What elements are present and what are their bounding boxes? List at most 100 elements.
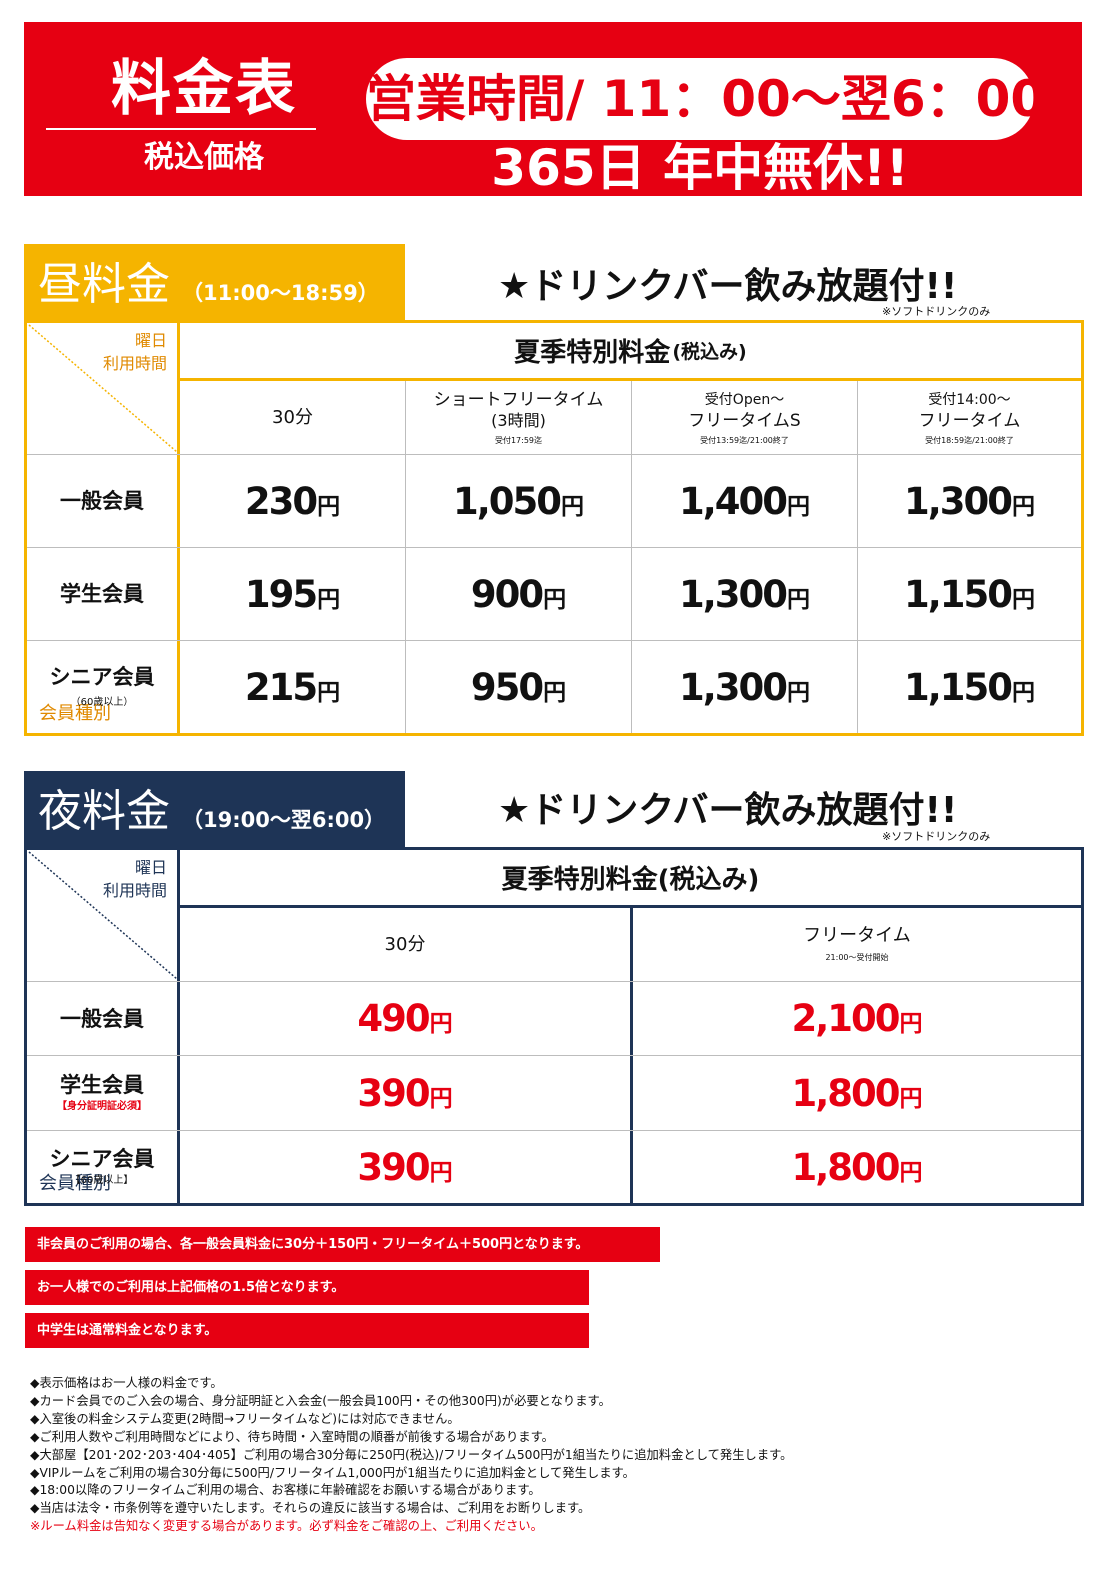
yen-unit: 円 [1012, 679, 1036, 706]
night-table-caption: 夏季特別料金(税込み) [180, 850, 1081, 905]
row-label-text: シニア会員 [49, 1147, 155, 1171]
col-title: 30分 [384, 933, 426, 955]
tax-included-label: 税込価格 [144, 140, 264, 175]
night-row-divider [27, 1130, 1081, 1131]
footnote: ◆VIPルームをご利用の場合30分毎に500円/フリータイム1,000円が1組当… [30, 1465, 635, 1480]
open-all-year: 365日 年中無休!! [491, 139, 909, 197]
row-label-text: 学生会員 [60, 582, 144, 606]
day-table-caption: 夏季特別料金 (税込み) [180, 323, 1081, 378]
yen-unit: 円 [317, 586, 341, 613]
day-row-divider [27, 640, 1081, 641]
yen-unit: 円 [899, 1085, 923, 1112]
night-drink-bar-label: ★ドリンクバー飲み放題付!! [498, 790, 958, 831]
col-title: 受付14:00～ [928, 391, 1011, 408]
day-price-general-free: 1,300円 [858, 455, 1081, 547]
yen-unit: 円 [543, 586, 567, 613]
night-corner-usage-time: 利用時間 [102, 881, 167, 900]
night-section-hours: （19:00～翌6:00） [182, 808, 386, 832]
yen-unit: 円 [429, 1159, 453, 1186]
yen-unit: 円 [1012, 493, 1036, 520]
night-corner-weekday: 曜日 [134, 858, 167, 877]
night-price-student-free: 1,800円 [633, 1056, 1081, 1130]
price-change-warning: ※ルーム料金は告知なく変更する場合があります。必ず料金をご確認の上、ご利用くださ… [30, 1519, 543, 1534]
footnote: ◆大部屋【201･202･203･404･405】ご利用の場合30分毎に250円… [30, 1447, 793, 1462]
price-value: 195 [244, 572, 318, 616]
price-value: 1,800 [791, 1145, 900, 1189]
night-row-label-senior: シニア会員 【60歳以上】 [27, 1131, 177, 1203]
day-label-column-border [177, 323, 180, 733]
col-title: フリータイム [803, 924, 911, 946]
day-section-title: 昼料金 [38, 259, 170, 310]
night-row-label-student: 学生会員 【身分証明証必須】 [27, 1056, 177, 1130]
yen-unit: 円 [899, 1159, 923, 1186]
day-column-divider [405, 381, 406, 733]
yen-unit: 円 [543, 679, 567, 706]
single-use-notice: お一人様でのご利用は上記価格の1.5倍となります。 [25, 1270, 589, 1305]
day-row-divider [27, 547, 1081, 548]
day-price-general-30min: 230円 [180, 455, 405, 547]
yen-unit: 円 [429, 1085, 453, 1112]
day-corner-usage-time: 利用時間 [102, 354, 167, 373]
night-row-label-general: 一般会員 [27, 982, 177, 1055]
night-col-30min: 30分 [180, 908, 630, 981]
junior-high-notice: 中学生は通常料金となります。 [25, 1313, 589, 1348]
col-note: 受付18:59迄/21:00終了 [925, 435, 1014, 445]
price-value: 900 [470, 572, 544, 616]
day-section-hours: （11:00～18:59） [182, 281, 379, 305]
day-row-divider [27, 454, 1081, 455]
col-title: 受付Open～ [704, 391, 785, 408]
day-section-tab: 昼料金 （11:00～18:59） [24, 244, 405, 320]
col-subtitle: フリータイムS [688, 410, 801, 431]
night-corner-day-time: 曜日 利用時間 [27, 856, 167, 902]
day-row-label-general: 一般会員 [27, 455, 177, 547]
price-value: 1,050 [452, 479, 562, 523]
day-corner-weekday: 曜日 [134, 331, 167, 350]
price-value: 490 [357, 997, 430, 1040]
day-price-student-30min: 195円 [180, 548, 405, 640]
night-caption-border [180, 905, 1081, 908]
day-row-label-senior: シニア会員 （60歳以上） [27, 641, 177, 733]
day-price-student-free: 1,150円 [858, 548, 1081, 640]
price-value: 390 [357, 1071, 430, 1115]
header-banner: 料金表 税込価格 営業時間/ 11：00～翌6：00 365日 年中無休!! [24, 22, 1082, 196]
night-caption-main: 夏季特別料金(税込み) [501, 865, 760, 895]
business-hours: 営業時間/ 11：00～翌6：00 [366, 58, 1045, 140]
price-value: 215 [244, 665, 318, 709]
col-title: 30分 [272, 406, 313, 428]
day-col-short-free-time: ショートフリータイム (3時間) 受付17:59迄 [406, 381, 631, 454]
night-label-column-border [177, 850, 180, 1203]
night-price-general-30min: 490円 [180, 982, 630, 1055]
footnote: ◆カード会員でのご入会の場合、身分証明証と入会金(一般会員100円・その他300… [30, 1393, 611, 1408]
day-price-general-short-free: 1,050円 [406, 455, 631, 547]
yen-unit: 円 [317, 493, 341, 520]
yen-unit: 円 [787, 679, 811, 706]
day-col-30min: 30分 [180, 381, 405, 454]
col-title: ショートフリータイム [433, 389, 604, 410]
yen-unit: 円 [787, 586, 811, 613]
row-label-note: 【身分証明証必須】 [57, 1101, 147, 1112]
footnote: ◆当店は法令・市条例等を遵守いたします。それらの違反に該当する場合は、ご利用をお… [30, 1501, 591, 1516]
day-drink-bar-label: ★ドリンクバー飲み放題付!! [498, 266, 958, 307]
yen-unit: 円 [561, 493, 585, 520]
night-price-student-30min: 390円 [180, 1056, 630, 1130]
day-column-divider [631, 381, 632, 733]
col-note: 21:00～受付開始 [825, 952, 889, 962]
footnote: ◆18:00以降のフリータイムご利用の場合、お客様に年齢確認をお願いする場合があ… [30, 1483, 541, 1498]
night-corner-diagonal [28, 851, 178, 980]
footnote: ◆入室後の料金システム変更(2時間→フリータイムなど)には対応できません。 [30, 1411, 460, 1426]
yen-unit: 円 [317, 679, 341, 706]
col-note: 受付13:59迄/21:00終了 [700, 435, 789, 445]
price-value: 1,300 [678, 665, 788, 709]
day-column-divider [857, 381, 858, 733]
page-title: 料金表 [111, 54, 297, 124]
day-price-senior-30min: 215円 [180, 641, 405, 733]
price-value: 390 [357, 1145, 430, 1189]
price-value: 1,400 [678, 479, 788, 523]
day-price-senior-short-free: 950円 [406, 641, 631, 733]
yen-unit: 円 [429, 1011, 453, 1037]
yen-unit: 円 [787, 493, 811, 520]
night-row-divider [27, 1055, 1081, 1056]
night-corner-member-type: 会員種別 [39, 1173, 111, 1194]
non-member-notice: 非会員のご利用の場合、各一般会員料金に30分＋150円・フリータイム＋500円と… [25, 1227, 660, 1262]
day-col-free-time: 受付14:00～ フリータイム 受付18:59迄/21:00終了 [858, 381, 1081, 454]
